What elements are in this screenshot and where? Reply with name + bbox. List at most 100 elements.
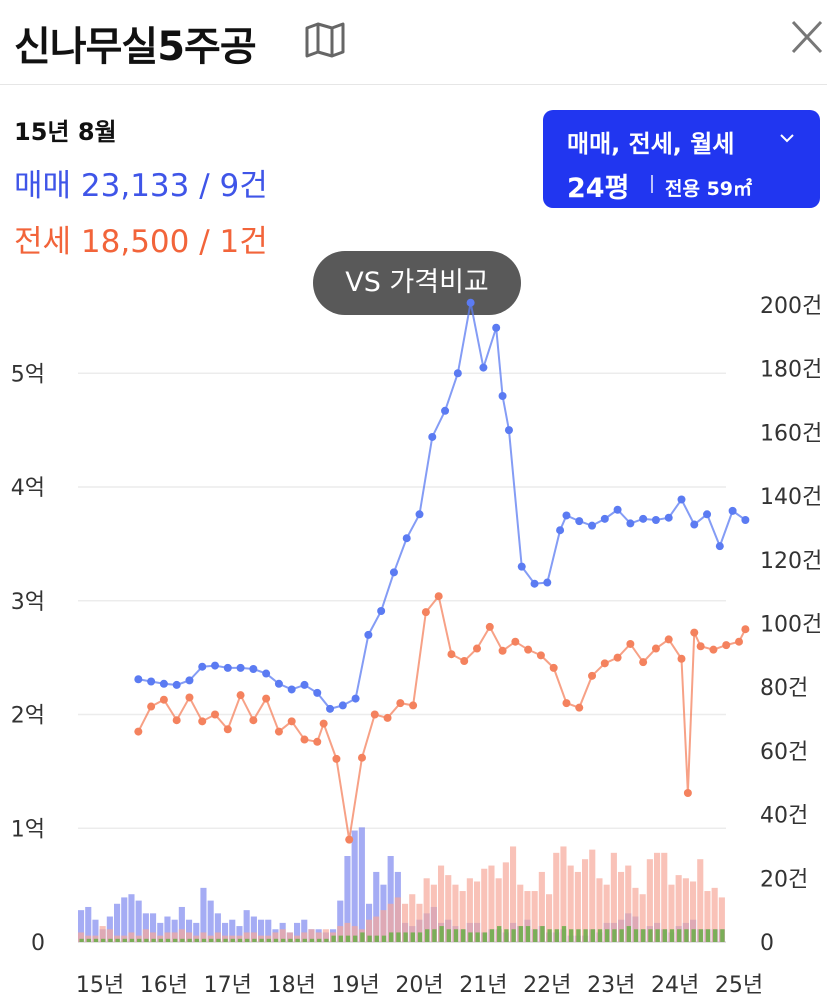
y-left-tick-label: 2억 — [11, 704, 45, 729]
price-point — [364, 630, 373, 639]
volume-bar — [85, 906, 92, 942]
x-tick-label: 18년 — [268, 973, 316, 998]
volume-bar — [78, 932, 85, 942]
price-point — [185, 676, 194, 685]
volume-bar — [128, 894, 135, 942]
volume-bar — [122, 938, 127, 942]
volume-bar — [288, 938, 293, 942]
price-point — [741, 515, 750, 524]
volume-bar — [641, 929, 646, 942]
volume-bar — [574, 871, 581, 942]
sale-label: 매매 — [14, 168, 72, 204]
volume-bar — [461, 929, 466, 942]
map-icon[interactable] — [303, 22, 347, 58]
volume-bar — [655, 929, 660, 942]
volume-bar — [351, 830, 358, 942]
price-point — [530, 579, 539, 588]
volume-bar — [618, 871, 625, 942]
volume-bar — [115, 938, 120, 942]
volume-bar — [669, 929, 675, 942]
price-point — [211, 710, 220, 719]
volume-bar — [180, 938, 185, 942]
volume-bar — [639, 894, 646, 942]
price-point — [639, 658, 648, 667]
price-point — [134, 727, 143, 736]
volume-bar — [230, 938, 235, 942]
price-point — [396, 699, 405, 708]
volume-bar — [331, 935, 336, 942]
volume-bar — [322, 929, 329, 942]
volume-bar — [525, 926, 531, 942]
volume-bar — [101, 938, 106, 942]
volume-bar — [186, 932, 193, 942]
price-point — [600, 514, 609, 523]
volume-bar — [625, 865, 632, 942]
price-point — [198, 717, 207, 726]
volume-bar — [569, 929, 574, 942]
price-point — [223, 663, 232, 672]
close-icon[interactable] — [790, 18, 824, 56]
volume-bar — [309, 938, 315, 942]
volume-bar — [144, 938, 149, 942]
volume-bar — [488, 865, 495, 942]
price-point — [626, 639, 635, 648]
price-point — [236, 691, 245, 700]
page-title: 신나무실5주공 — [14, 24, 257, 70]
volume-bar — [684, 929, 689, 942]
price-point — [159, 695, 168, 704]
volume-bar — [266, 938, 271, 942]
price-point — [575, 703, 584, 712]
volume-bar — [553, 852, 560, 942]
volume-bar — [351, 926, 358, 942]
volume-bar — [711, 887, 718, 942]
volume-bar — [272, 932, 279, 942]
price-point — [511, 637, 520, 646]
price-point — [326, 704, 335, 713]
price-point — [262, 694, 271, 703]
volume-bar — [201, 938, 207, 942]
volume-bar — [286, 932, 293, 942]
volume-bar — [273, 938, 279, 942]
volume-bar — [718, 897, 725, 942]
volume-bar — [295, 938, 300, 942]
volume-bar — [158, 938, 163, 942]
price-point — [409, 701, 418, 710]
volume-bar — [423, 878, 430, 942]
jeonse-label: 전세 — [14, 224, 72, 260]
volume-bar — [466, 878, 473, 942]
volume-bar — [416, 903, 423, 942]
volume-bar — [425, 929, 430, 942]
y-left-tick-label: 1억 — [11, 817, 45, 842]
volume-bar — [533, 929, 538, 942]
trade-filter-button[interactable]: 매매, 전세, 월세 24평 전용 59㎡ — [543, 110, 820, 208]
volume-bar — [468, 932, 473, 942]
volume-bar — [344, 922, 351, 942]
volume-bar — [128, 932, 135, 942]
volume-bar — [92, 919, 99, 942]
volume-bar — [171, 932, 178, 942]
y-right-tick-label: 100건 — [760, 613, 822, 638]
volume-bar — [495, 878, 502, 942]
volume-bar — [281, 938, 286, 942]
volume-bar — [108, 938, 113, 942]
volume-bar — [518, 926, 523, 942]
volume-bar — [200, 932, 207, 942]
volume-bar — [387, 903, 394, 942]
volume-bar — [324, 938, 329, 942]
price-point — [709, 645, 718, 654]
y-right-tick-label: 80건 — [760, 676, 808, 701]
price-point — [626, 519, 635, 528]
vs-compare-button[interactable]: VS 가격비교 — [313, 251, 521, 315]
volume-bar — [590, 929, 595, 942]
price-series-line — [137, 593, 747, 840]
price-point — [651, 644, 660, 653]
y-left-tick-label: 5억 — [11, 362, 45, 387]
volume-bar — [713, 929, 718, 942]
price-point — [300, 680, 309, 689]
jeonse-summary: 전세 18,500 / 1건 — [14, 216, 268, 261]
volume-bar — [186, 919, 193, 942]
price-point — [383, 713, 392, 722]
price-point — [664, 513, 673, 522]
price-point — [549, 663, 558, 672]
price-point — [543, 578, 552, 587]
